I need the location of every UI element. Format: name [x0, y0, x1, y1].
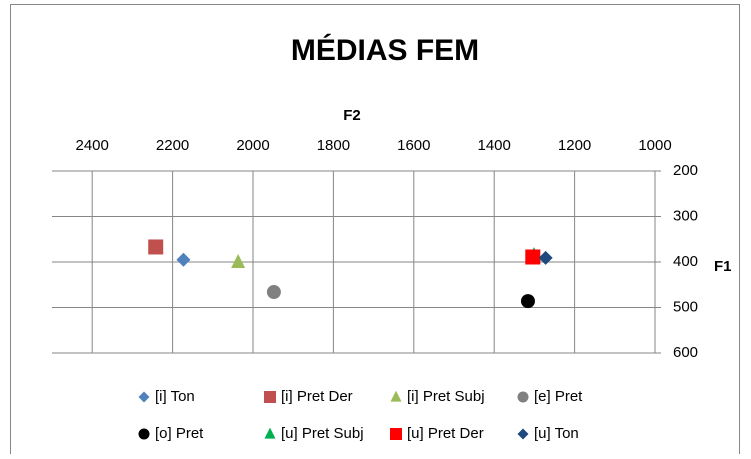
- legend-marker: [138, 391, 150, 403]
- x-tick-label: 1400: [478, 137, 511, 154]
- legend-marker: [390, 428, 402, 440]
- marker: [538, 250, 553, 265]
- chart-frame: [10, 4, 740, 459]
- legend-label: [u] Pret Der: [407, 425, 484, 442]
- legend-marker: [264, 391, 276, 403]
- y-tick-label: 400: [673, 253, 698, 270]
- legend-label: [i] Pret Subj: [407, 388, 485, 405]
- legend-label: [u] Pret Subj: [281, 425, 364, 442]
- y-tick-label: 300: [673, 207, 698, 224]
- x-tick-label: 1200: [558, 137, 591, 154]
- marker: [176, 252, 191, 267]
- x-tick-label: 1600: [397, 137, 430, 154]
- legend-label: [i] Ton: [155, 388, 195, 405]
- legend-label: [u] Ton: [534, 425, 579, 442]
- legend-marker: [517, 428, 529, 440]
- marker: [148, 239, 164, 255]
- marker: [231, 253, 246, 268]
- y-tick-label: 600: [673, 344, 698, 361]
- y-tick-label: 200: [673, 162, 698, 179]
- x-tick-label: 1800: [317, 137, 350, 154]
- x-tick-label: 2200: [156, 137, 189, 154]
- x-axis-label: F2: [343, 107, 361, 124]
- y-tick-label: 500: [673, 298, 698, 315]
- legend-marker: [138, 428, 150, 440]
- y-axis-label: F1: [714, 258, 732, 275]
- chart-title: MÉDIAS FEM: [291, 33, 479, 67]
- marker: [520, 294, 535, 309]
- marker: [525, 249, 541, 265]
- x-tick-label: 1000: [638, 137, 671, 154]
- marker: [266, 285, 281, 300]
- x-tick-label: 2000: [236, 137, 269, 154]
- x-tick-label: 2400: [76, 137, 109, 154]
- legend-label: [o] Pret: [155, 425, 204, 442]
- legend-marker: [517, 391, 529, 403]
- legend-marker: [390, 390, 402, 402]
- legend-marker: [264, 427, 276, 439]
- legend-label: [e] Pret: [534, 388, 583, 405]
- legend-label: [i] Pret Der: [281, 388, 353, 405]
